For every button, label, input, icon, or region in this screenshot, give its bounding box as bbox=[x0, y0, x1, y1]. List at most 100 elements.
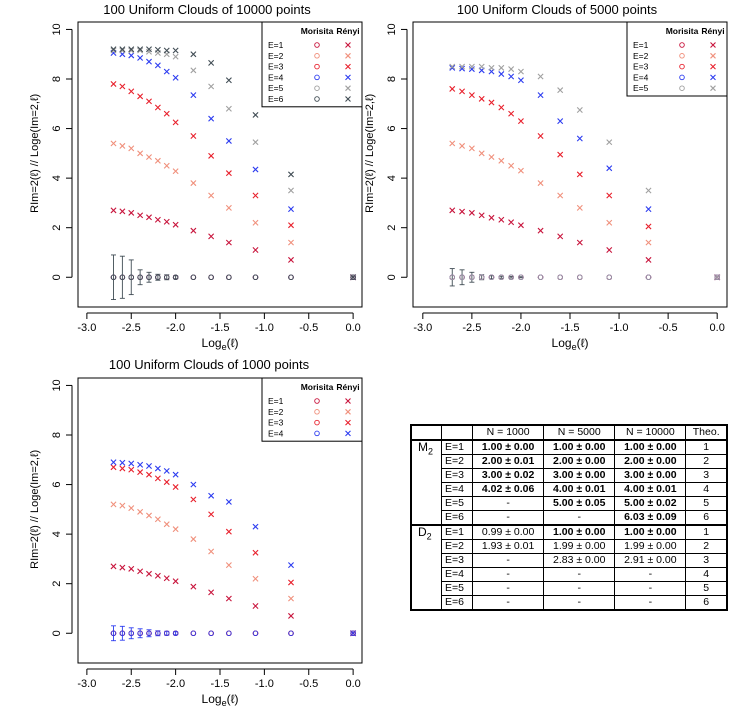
value-cell: 5.00 ± 0.05 bbox=[543, 496, 616, 511]
renyi-point bbox=[208, 492, 215, 499]
legend-header-morisita: Morisita bbox=[301, 382, 334, 392]
renyi-point bbox=[252, 219, 259, 226]
renyi-point bbox=[154, 62, 161, 69]
renyi-point bbox=[468, 63, 475, 70]
renyi-point bbox=[576, 106, 583, 113]
legend-entry-label: E=3 bbox=[633, 62, 649, 72]
renyi-point bbox=[137, 568, 144, 575]
renyi-point bbox=[110, 501, 117, 508]
renyi-point bbox=[119, 502, 126, 509]
renyi-point bbox=[449, 85, 456, 92]
renyi-point bbox=[288, 562, 294, 569]
renyi-point bbox=[137, 93, 144, 100]
legend-morisita-marker bbox=[314, 430, 320, 437]
value-cell: - bbox=[614, 595, 687, 611]
value-cell: - bbox=[472, 595, 545, 611]
renyi-point bbox=[146, 512, 152, 519]
y-axis-label: RIm=2(ℓ) // Loge(Im=2,ℓ) bbox=[29, 94, 41, 213]
morisita-point bbox=[226, 274, 232, 281]
renyi-point bbox=[252, 549, 259, 556]
renyi-point bbox=[128, 88, 135, 95]
series-E2-renyi bbox=[110, 501, 357, 637]
table-header-row: N = 1000 N = 5000 N = 10000 Theo. bbox=[410, 424, 728, 441]
legend-entry-label: E=3 bbox=[268, 418, 284, 428]
y-tick-label: 0 bbox=[51, 630, 63, 636]
renyi-point bbox=[119, 465, 126, 472]
x-tick-label: -2.5 bbox=[122, 322, 141, 334]
renyi-point bbox=[488, 154, 495, 161]
renyi-point bbox=[154, 46, 161, 53]
renyi-point bbox=[606, 139, 613, 146]
value-cell: - bbox=[543, 510, 616, 526]
morisita-point bbox=[498, 274, 505, 281]
renyi-point bbox=[537, 73, 544, 80]
legend-morisita-marker bbox=[679, 63, 685, 70]
renyi-point bbox=[252, 139, 259, 146]
morisita-point bbox=[350, 630, 356, 637]
series-E2-renyi bbox=[110, 140, 357, 281]
table-header-cell: N = 10000 bbox=[614, 424, 687, 441]
renyi-point bbox=[478, 212, 485, 219]
morisita-point bbox=[155, 630, 161, 637]
morisita-point bbox=[119, 274, 126, 281]
renyi-point bbox=[508, 219, 515, 226]
table-row: E=3-2.83 ± 0.00 2.91 ± 0.00 3 bbox=[411, 553, 728, 568]
theoretical-cell: 2 bbox=[685, 454, 728, 469]
renyi-point bbox=[606, 165, 613, 172]
legend-renyi-marker bbox=[710, 63, 716, 70]
y-axis: 0 2 4 6 8 10 bbox=[51, 23, 73, 280]
renyi-point bbox=[252, 575, 259, 582]
morisita-point bbox=[163, 630, 170, 637]
value-cell: 1.00 ± 0.00 bbox=[543, 439, 616, 455]
renyi-point bbox=[557, 233, 564, 240]
morisita-point bbox=[128, 274, 134, 281]
renyi-point bbox=[449, 140, 456, 147]
morisita-point bbox=[110, 630, 117, 637]
morisita-point bbox=[172, 630, 179, 637]
morisita-point bbox=[478, 274, 485, 281]
renyi-point bbox=[252, 247, 259, 253]
plot-frame bbox=[77, 377, 363, 664]
y-tick-label: 0 bbox=[386, 274, 398, 280]
renyi-point bbox=[459, 142, 466, 149]
renyi-point bbox=[498, 104, 505, 111]
plot-frame bbox=[77, 21, 363, 308]
legend: Morisita Rényi E=1E=2E=3E=4E=5 bbox=[626, 21, 728, 97]
y-tick-label: 2 bbox=[386, 225, 398, 231]
x-tick-label: -0.5 bbox=[299, 322, 318, 334]
value-cell: 1.99 ± 0.00 bbox=[543, 539, 616, 554]
value-cell: - bbox=[472, 553, 545, 568]
renyi-point bbox=[163, 575, 170, 582]
theoretical-cell: 6 bbox=[685, 510, 728, 526]
renyi-point bbox=[225, 528, 232, 535]
y-tick-label: 6 bbox=[386, 126, 398, 132]
legend-header-renyi: Rényi bbox=[336, 382, 359, 392]
renyi-point bbox=[508, 66, 515, 73]
morisita-point bbox=[508, 274, 514, 281]
group-label-subscript: 2 bbox=[426, 531, 432, 542]
series-E4-morisita bbox=[110, 630, 356, 637]
renyi-point bbox=[288, 612, 294, 619]
renyi-point bbox=[128, 145, 135, 152]
x-tick-label: -2.0 bbox=[166, 678, 185, 690]
legend-renyi-marker bbox=[710, 52, 716, 59]
results-table-head: N = 1000 N = 5000 N = 10000 Theo. bbox=[410, 424, 728, 441]
renyi-point bbox=[498, 216, 505, 223]
legend-entry-label: E=2 bbox=[633, 51, 649, 61]
value-cell: - bbox=[472, 581, 545, 596]
renyi-point bbox=[468, 209, 475, 216]
morisita-point bbox=[288, 630, 294, 637]
renyi-point bbox=[478, 63, 485, 70]
renyi-point bbox=[645, 187, 652, 194]
renyi-point bbox=[119, 564, 126, 571]
renyi-point bbox=[146, 462, 152, 469]
group-label: M2 bbox=[410, 439, 442, 526]
series-E6-morisita bbox=[110, 274, 356, 281]
x-tick-label: -3.0 bbox=[77, 678, 96, 690]
renyi-point bbox=[225, 77, 232, 84]
legend-renyi-marker bbox=[710, 85, 716, 92]
y-axis-label: RIm=2(ℓ) // Loge(Im=2,ℓ) bbox=[29, 450, 41, 569]
theoretical-cell: 3 bbox=[685, 553, 728, 568]
renyi-point bbox=[288, 579, 294, 586]
morisita-point bbox=[577, 274, 583, 281]
